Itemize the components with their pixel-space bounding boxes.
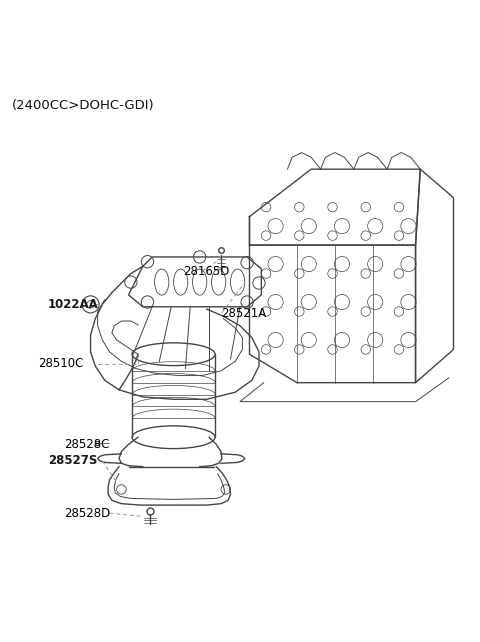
- Text: 28528C: 28528C: [64, 438, 110, 451]
- Text: 1022AA: 1022AA: [48, 298, 98, 311]
- Text: 28165D: 28165D: [183, 265, 229, 278]
- Text: 28527S: 28527S: [48, 455, 97, 467]
- Text: 28510C: 28510C: [38, 357, 84, 370]
- Text: (2400CC>DOHC-GDI): (2400CC>DOHC-GDI): [12, 99, 155, 112]
- Text: 28528D: 28528D: [64, 507, 111, 519]
- Text: 28521A: 28521A: [221, 308, 266, 320]
